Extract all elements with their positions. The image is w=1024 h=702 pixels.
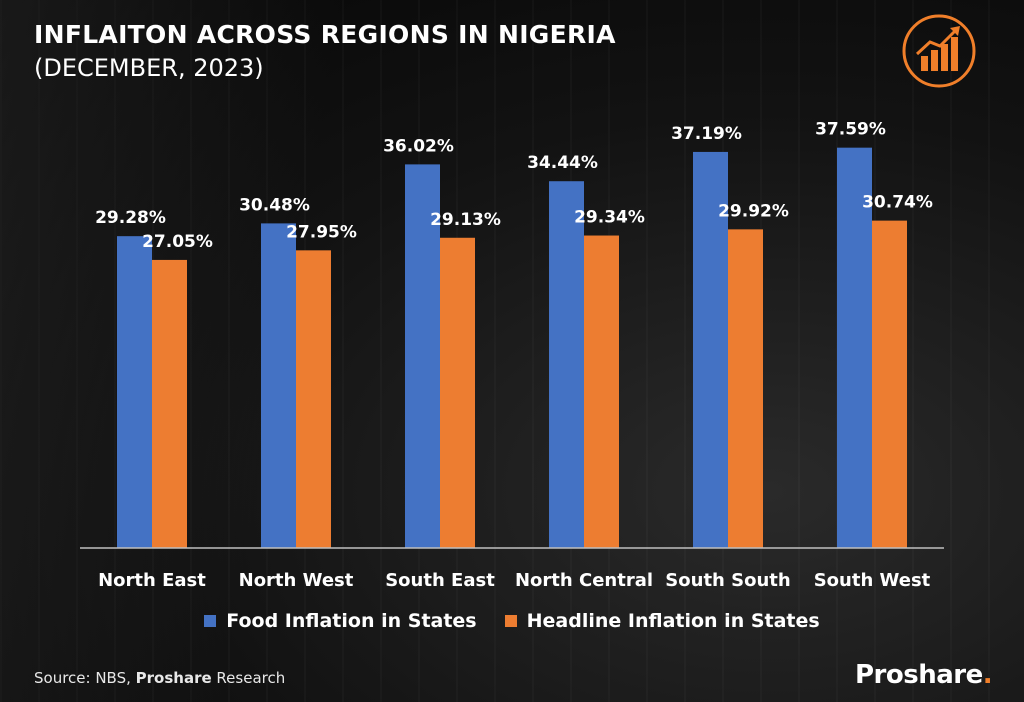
legend-item-food: Food Inflation in States — [204, 610, 477, 632]
legend-item-headline: Headline Inflation in States — [504, 610, 820, 632]
x-tick-label-4: South South — [665, 570, 790, 591]
data-label-headline-2: 29.13% — [430, 210, 501, 230]
source-bold: Proshare — [135, 669, 212, 687]
house-growth-chart-icon — [902, 14, 976, 88]
source-suffix: Research — [211, 669, 286, 687]
data-label-headline-4: 29.92% — [718, 201, 789, 221]
x-tick-label-3: North Central — [515, 570, 653, 591]
brand-logo: Proshare. — [855, 660, 993, 690]
x-tick-label-2: South East — [385, 570, 495, 591]
bar-food-0 — [117, 236, 152, 548]
data-label-headline-1: 27.95% — [286, 222, 357, 242]
bar-food-4 — [693, 151, 728, 548]
data-label-headline-0: 27.05% — [142, 232, 213, 252]
legend-label-food: Food Inflation in States — [226, 610, 477, 632]
data-label-food-0: 29.28% — [95, 208, 166, 228]
x-tick-label-0: North East — [98, 570, 206, 591]
source-note: Source: NBS, Proshare Research — [34, 669, 285, 687]
chart-subtitle: (DECEMBER, 2023) — [34, 54, 264, 82]
source-prefix: Source: NBS, — [34, 669, 136, 687]
chart-title: INFLAITON ACROSS REGIONS IN NIGERIA — [34, 20, 616, 49]
data-label-headline-5: 30.74% — [862, 193, 933, 213]
bar-food-5 — [837, 147, 872, 548]
data-label-food-1: 30.48% — [239, 195, 310, 215]
data-label-food-4: 37.19% — [671, 124, 742, 144]
bar-food-2 — [405, 164, 440, 548]
chart-legend: Food Inflation in States Headline Inflat… — [0, 610, 1024, 632]
data-label-food-5: 37.59% — [815, 120, 886, 140]
x-tick-label-5: South West — [814, 570, 931, 591]
brand-name: Proshare — [855, 660, 983, 690]
bar-food-3 — [549, 181, 584, 549]
bar-headline-0 — [152, 259, 187, 548]
data-label-headline-3: 29.34% — [574, 208, 645, 228]
data-label-food-3: 34.44% — [527, 153, 598, 173]
legend-swatch-food — [204, 615, 217, 627]
bar-headline-2 — [440, 237, 475, 548]
brand-dot: . — [982, 660, 993, 690]
bar-headline-4 — [728, 229, 763, 549]
legend-label-headline: Headline Inflation in States — [526, 610, 820, 632]
bar-food-1 — [261, 223, 296, 548]
data-label-food-2: 36.02% — [383, 136, 454, 156]
x-tick-label-1: North West — [239, 570, 354, 591]
bar-headline-3 — [584, 235, 619, 549]
bar-headline-5 — [872, 220, 907, 548]
bar-headline-1 — [296, 250, 331, 548]
legend-swatch-headline — [504, 615, 517, 627]
